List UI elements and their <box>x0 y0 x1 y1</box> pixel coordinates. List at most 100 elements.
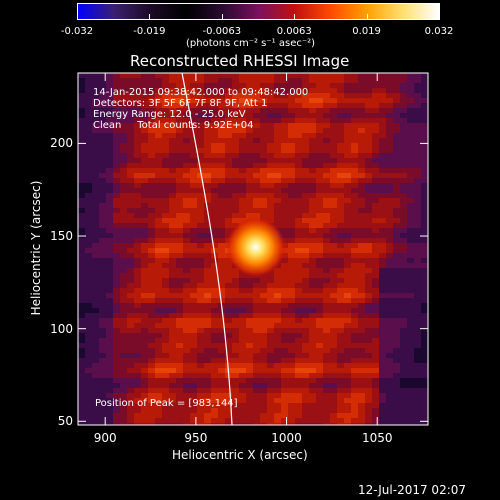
heatmap-cell <box>281 108 289 114</box>
heatmap-cell <box>127 158 135 164</box>
heatmap-cell <box>351 328 359 334</box>
heatmap-cell <box>183 413 191 419</box>
heatmap-cell <box>176 313 184 319</box>
heatmap-cell <box>337 323 345 329</box>
heatmap-cell <box>400 83 408 89</box>
heatmap-cell <box>295 188 303 194</box>
heatmap-cell <box>316 403 324 409</box>
heatmap-cell <box>316 418 324 424</box>
heatmap-cell <box>316 313 324 319</box>
heatmap-cell <box>134 148 142 154</box>
heatmap-cell <box>211 123 219 129</box>
heatmap-cell <box>274 218 282 224</box>
heatmap-cell <box>239 338 247 344</box>
heatmap-cell <box>260 298 268 304</box>
heatmap-cell <box>211 203 219 209</box>
heatmap-cell <box>218 348 226 354</box>
heatmap-cell <box>400 338 408 344</box>
heatmap-cell <box>78 403 86 409</box>
heatmap-cell <box>197 318 205 324</box>
heatmap-cell <box>85 78 93 84</box>
heatmap-cell <box>183 73 191 79</box>
heatmap-cell <box>162 403 170 409</box>
heatmap-cell <box>169 123 177 129</box>
heatmap-cell <box>155 203 163 209</box>
heatmap-cell <box>344 423 352 425</box>
heatmap-cell <box>204 388 212 394</box>
heatmap-cell <box>120 163 128 169</box>
heatmap-cell <box>211 218 219 224</box>
heatmap-cell <box>232 308 240 314</box>
heatmap-cell <box>351 368 359 374</box>
heatmap-cell <box>148 288 156 294</box>
heatmap-cell <box>295 138 303 144</box>
heatmap-cell <box>169 98 177 104</box>
heatmap-cell <box>302 118 310 124</box>
heatmap-cell <box>351 108 359 114</box>
heatmap-cell <box>120 193 128 199</box>
heatmap-cell <box>120 83 128 89</box>
heatmap-cell <box>337 143 345 149</box>
heatmap-cell <box>386 78 394 84</box>
heatmap-cell <box>92 128 100 134</box>
heatmap-cell <box>232 113 240 119</box>
heatmap-cell <box>288 148 296 154</box>
heatmap-cell <box>211 168 219 174</box>
heatmap-cell <box>414 118 422 124</box>
heatmap-cell <box>379 268 387 274</box>
heatmap-cell <box>232 183 240 189</box>
heatmap-cell <box>113 358 121 364</box>
heatmap-cell <box>85 388 93 394</box>
heatmap-cell <box>372 303 380 309</box>
heatmap-cell <box>281 418 289 424</box>
heatmap-cell <box>260 203 268 209</box>
heatmap-cell <box>358 348 366 354</box>
heatmap-cell <box>421 73 428 79</box>
heatmap-cell <box>400 98 408 104</box>
heatmap-cell <box>92 173 100 179</box>
heatmap-cell <box>204 153 212 159</box>
heatmap-cell <box>281 188 289 194</box>
heatmap-cell <box>148 123 156 129</box>
heatmap-cell <box>407 393 415 399</box>
heatmap-cell <box>323 338 331 344</box>
heatmap-cell <box>78 238 86 244</box>
heatmap-cell <box>92 133 100 139</box>
heatmap-cell <box>92 348 100 354</box>
heatmap-cell <box>246 338 254 344</box>
heatmap-cell <box>267 353 275 359</box>
heatmap-cell <box>337 173 345 179</box>
heatmap-cell <box>183 403 191 409</box>
heatmap-cell <box>351 378 359 384</box>
heatmap-cell <box>337 298 345 304</box>
heatmap-cell <box>358 143 366 149</box>
heatmap-cell <box>267 343 275 349</box>
heatmap-cell <box>127 168 135 174</box>
heatmap-cell <box>253 403 261 409</box>
heatmap-cell <box>316 288 324 294</box>
colorbar-units: (photons cm⁻² s⁻¹ asec⁻²) <box>186 38 316 49</box>
heatmap-cell <box>274 128 282 134</box>
heatmap-cell <box>99 233 107 239</box>
heatmap-cell <box>176 348 184 354</box>
heatmap-cell <box>323 258 331 264</box>
heatmap-cell <box>358 358 366 364</box>
heatmap-cell <box>211 353 219 359</box>
heatmap-cell <box>330 143 338 149</box>
heatmap-cell <box>351 248 359 254</box>
heatmap-cell <box>344 78 352 84</box>
heatmap-cell <box>407 328 415 334</box>
heatmap-cell <box>204 343 212 349</box>
heatmap-cell <box>295 158 303 164</box>
heatmap-cell <box>176 218 184 224</box>
heatmap-cell <box>148 233 156 239</box>
heatmap-cell <box>176 138 184 144</box>
heatmap-cell <box>204 323 212 329</box>
heatmap-cell <box>127 113 135 119</box>
heatmap-cell <box>225 163 233 169</box>
heatmap-cell <box>295 298 303 304</box>
heatmap-cell <box>323 88 331 94</box>
heatmap-cell <box>421 238 428 244</box>
heatmap-cell <box>379 298 387 304</box>
